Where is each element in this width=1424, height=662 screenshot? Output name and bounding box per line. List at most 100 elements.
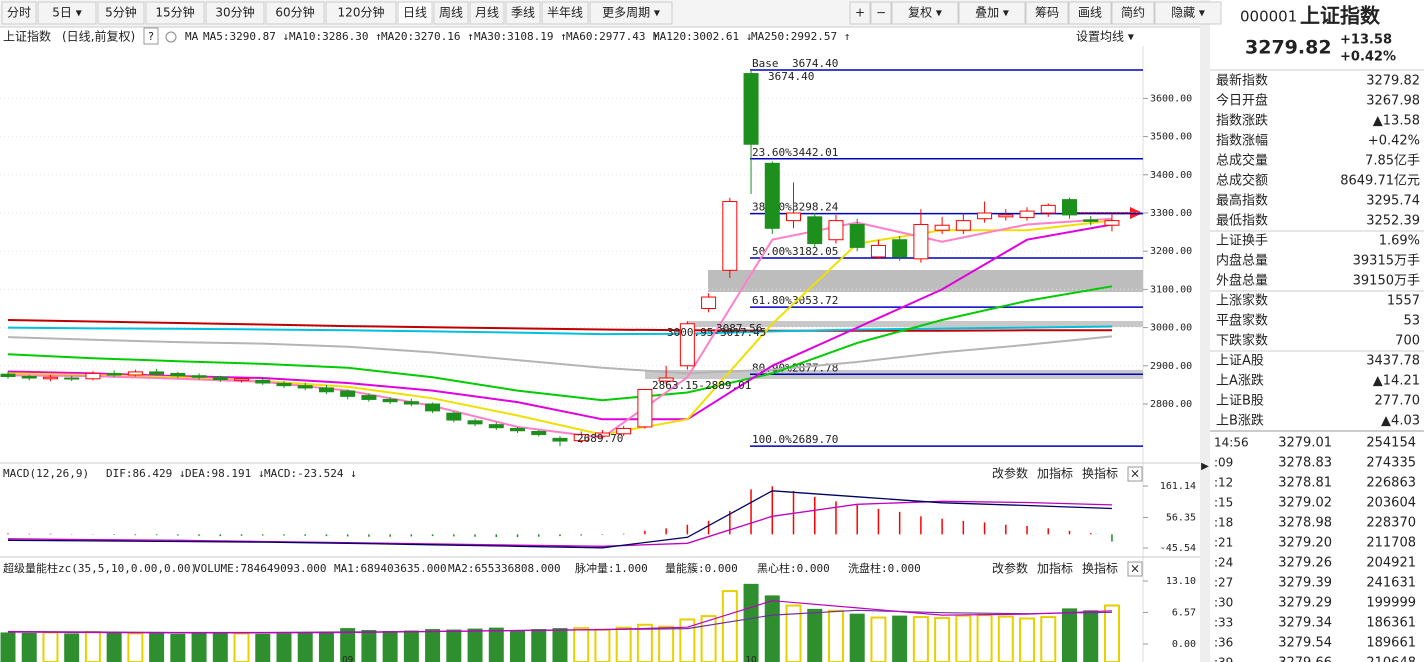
volume-bar <box>276 633 292 662</box>
quote-value: +0.42% <box>1368 134 1420 149</box>
tool-button[interactable] <box>849 1 871 25</box>
tool-button[interactable] <box>891 1 959 25</box>
period-tab[interactable] <box>433 1 469 25</box>
period-tab[interactable] <box>97 1 145 25</box>
quote-label: 平盘家数 <box>1216 313 1268 329</box>
tool-button[interactable] <box>1111 1 1155 25</box>
volume-name: 超级量能柱zc(35,5,10,0.00,0.00) <box>3 561 197 575</box>
period-tab[interactable] <box>325 1 397 25</box>
candle-body <box>42 376 58 380</box>
tick-price: 3278.98 <box>1278 516 1332 531</box>
tick-price: 3279.66 <box>1278 656 1332 662</box>
quote-label: 下跌家数 <box>1216 333 1268 349</box>
panel-button[interactable]: 加指标 <box>1037 561 1073 576</box>
ma-settings[interactable]: 设置均线 ▾ <box>1076 30 1134 44</box>
volume-legend: VOLUME:784649093.000 <box>194 562 326 575</box>
period-tab[interactable] <box>37 1 97 25</box>
period-tab[interactable] <box>145 1 205 25</box>
tick-price: 3279.20 <box>1278 536 1332 551</box>
quote-label: 上B涨跌 <box>1216 413 1264 429</box>
candle-body <box>1040 204 1056 214</box>
panel-button[interactable]: 改参数 <box>992 561 1028 576</box>
candle-body <box>318 387 334 393</box>
volume-bar <box>1019 617 1036 662</box>
quote-label: 上A涨跌 <box>1216 373 1264 389</box>
quote-label: 今日开盘 <box>1216 93 1268 109</box>
quote-code: 000001 <box>1240 8 1297 26</box>
tick-price: 3279.54 <box>1278 636 1332 651</box>
candle-body <box>85 372 101 380</box>
splitter[interactable] <box>1200 0 1210 662</box>
panel-button[interactable]: 加指标 <box>1037 466 1073 481</box>
tick-time: :15 <box>1214 496 1233 510</box>
tool-button[interactable] <box>870 1 892 25</box>
period-tab[interactable] <box>541 1 589 25</box>
volume-bar <box>403 630 419 662</box>
volume-bar <box>636 623 653 662</box>
close-button[interactable] <box>1127 561 1143 577</box>
tick-volume: 189661 <box>1366 636 1416 651</box>
fib-price: 3674.40 <box>792 57 838 70</box>
volume-bar <box>212 632 228 662</box>
period-tab[interactable] <box>589 1 673 25</box>
volume-bar <box>425 629 441 662</box>
ma-line <box>7 319 1112 332</box>
quote-label: 上证A股 <box>1216 354 1264 369</box>
tick-time: :24 <box>1214 556 1233 570</box>
panel-button[interactable]: 改参数 <box>992 466 1028 481</box>
period-tab[interactable] <box>505 1 541 25</box>
settings-icon[interactable] <box>165 31 177 43</box>
volume-bar <box>382 630 398 662</box>
quote-value: ▲4.03 <box>1381 414 1420 429</box>
candle-body <box>127 371 143 376</box>
price-axis-label: 3400.00 <box>1150 170 1192 181</box>
period-tab[interactable] <box>205 1 265 25</box>
candle-body <box>573 434 589 442</box>
candle-body <box>807 216 823 245</box>
close-button[interactable] <box>1127 466 1143 482</box>
tool-button[interactable] <box>1068 1 1112 25</box>
close-icon: × <box>1130 467 1140 481</box>
volume-bar <box>149 631 165 662</box>
quote-value: 8649.71亿元 <box>1340 174 1420 189</box>
volume-bar <box>934 617 951 662</box>
price-axis-label: 3000.00 <box>1150 323 1192 334</box>
quote-label: 最低指数 <box>1216 214 1268 229</box>
candle-body <box>403 401 419 405</box>
period-tab[interactable] <box>469 1 505 25</box>
quote-value: 3279.82 <box>1366 74 1420 89</box>
tick-volume: 199999 <box>1366 596 1416 611</box>
candle-body <box>510 427 526 432</box>
tick-time: :36 <box>1214 636 1233 650</box>
quote-value: 700 <box>1395 334 1420 349</box>
tool-button[interactable] <box>1154 1 1222 25</box>
volume-bar <box>255 633 271 662</box>
volume-legend: 量能簇:0.000 <box>665 561 738 575</box>
panel-button[interactable]: 换指标 <box>1082 561 1118 576</box>
quote-label: 指数涨幅 <box>1216 134 1268 149</box>
quote-label: 总成交量 <box>1216 153 1268 169</box>
candle-body <box>382 398 398 403</box>
period-tab[interactable] <box>265 1 325 25</box>
panel-button[interactable]: 换指标 <box>1082 466 1118 481</box>
volume-bar <box>318 631 334 662</box>
ma-legend: MA250:2992.57 ↑ <box>751 30 850 43</box>
volume-bar <box>42 631 59 662</box>
tool-button[interactable] <box>958 1 1026 25</box>
volume-legend: 洗盘柱:0.000 <box>848 561 921 575</box>
help-button[interactable] <box>143 27 159 45</box>
tick-time: :33 <box>1214 616 1233 630</box>
tool-button-label: 简约 <box>1121 5 1145 20</box>
quote-label: 最高指数 <box>1216 193 1268 209</box>
help-icon: ? <box>148 30 154 43</box>
volume-bar <box>807 608 823 662</box>
period-tab[interactable] <box>397 1 433 25</box>
period-tab[interactable] <box>1 1 37 25</box>
tool-button[interactable] <box>1025 1 1069 25</box>
price-annotation: 3674.40 <box>768 70 814 83</box>
fib-name: 50.00% <box>752 245 792 258</box>
candle-body <box>828 220 844 241</box>
fib-name: 100.0% <box>752 433 792 446</box>
tick-volume: 228370 <box>1366 516 1416 531</box>
